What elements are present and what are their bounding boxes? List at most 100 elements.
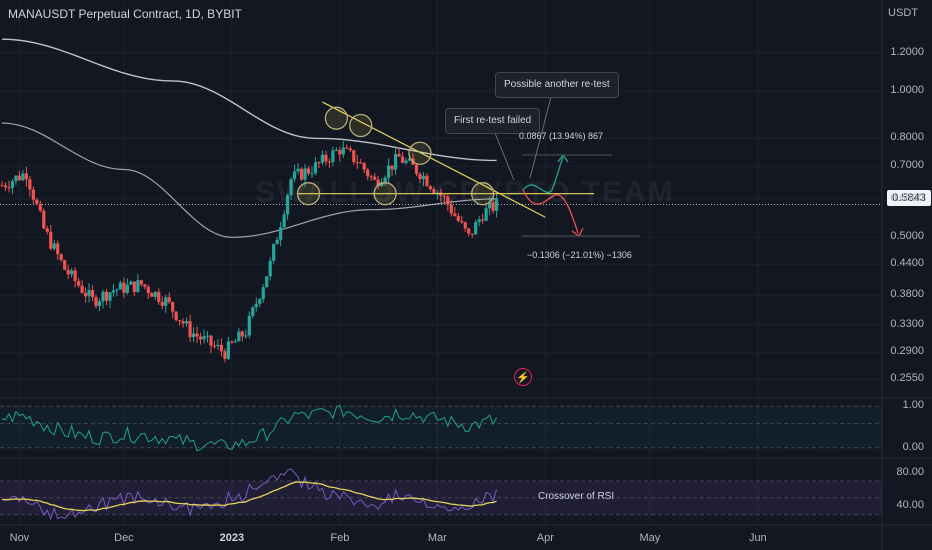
candle-body — [327, 161, 332, 163]
time-tick-label: Jun — [748, 532, 767, 544]
candle-body — [83, 292, 88, 297]
candle-body — [453, 213, 457, 216]
rsi-tick-label: 40.00 — [896, 499, 924, 512]
candle-body — [14, 175, 18, 182]
projection-down-path — [522, 189, 579, 234]
candle-body — [373, 176, 377, 180]
candle-body — [90, 290, 95, 298]
candle-body — [164, 297, 168, 306]
time-tick-label: Dec — [114, 532, 134, 544]
touch-circle — [296, 182, 321, 206]
candle-body — [21, 173, 25, 181]
price-tick-label: 0.5000 — [890, 230, 924, 243]
candle-body — [383, 177, 387, 183]
candle-body — [38, 203, 42, 211]
candle-body — [233, 341, 237, 343]
candle-body — [97, 301, 102, 307]
candle-body — [303, 168, 307, 180]
candle-body — [387, 165, 391, 178]
candle-body — [334, 149, 338, 151]
candle-body — [42, 210, 46, 229]
chart-title[interactable]: MANAUSDT Perpetual Contract, 1D, BYBIT — [8, 7, 242, 21]
candle-body — [49, 231, 53, 249]
candle-body — [17, 175, 22, 181]
candle-body — [376, 179, 380, 187]
candle-body — [202, 336, 206, 340]
candle-body — [275, 239, 279, 245]
price-tick-label: 0.7000 — [890, 159, 924, 172]
price-unit: USDT — [888, 7, 918, 19]
candle-body — [306, 168, 311, 174]
price-tick-label: 0.3800 — [890, 288, 924, 301]
candle-body — [481, 219, 485, 221]
price-tick-label: 1.2000 — [890, 45, 924, 58]
candle-body — [282, 214, 286, 228]
candle-body — [59, 254, 63, 261]
candle-body — [494, 198, 499, 211]
callout-pointer — [529, 96, 552, 179]
candle-body — [212, 345, 217, 347]
candle-body — [195, 333, 199, 337]
candle-body — [425, 175, 429, 187]
price-tick-label: 0.6000 — [890, 191, 924, 204]
watermark: SWALLOW CRYPTO TEAM — [255, 176, 675, 209]
candle-body — [390, 165, 394, 170]
candle-body — [185, 321, 189, 324]
candle-body — [254, 303, 258, 308]
candle-body — [407, 158, 412, 161]
candle-body — [122, 282, 126, 293]
touch-circle — [324, 106, 349, 130]
candle-body — [70, 270, 74, 275]
price-tick-label: 0.3300 — [890, 317, 924, 330]
candle-body — [216, 344, 220, 346]
oscillator-band — [0, 406, 882, 448]
candle-body — [191, 333, 196, 338]
price-tick-label: 0.8000 — [890, 131, 924, 144]
time-tick-label: Apr — [536, 532, 554, 544]
callout-another-retest[interactable]: Possible another re-test — [495, 72, 619, 98]
candle-body — [348, 148, 352, 151]
candle-body — [101, 291, 105, 302]
touch-circle — [373, 182, 397, 206]
price-tick-label: 1.0000 — [890, 84, 924, 97]
candle-body — [139, 280, 143, 285]
candle-body — [456, 215, 460, 221]
price-tick-label: 0.2900 — [890, 345, 924, 358]
candle-body — [467, 228, 471, 234]
candle-body — [449, 204, 453, 214]
candle-body — [28, 179, 32, 190]
moving-average-line — [1, 38, 497, 162]
rsi-crossover-label: Crossover of RSI — [538, 491, 615, 502]
touch-circle — [349, 113, 373, 138]
candle-body — [0, 185, 4, 187]
candle-body — [244, 335, 248, 337]
price-tick-label: 0.2550 — [890, 372, 924, 385]
candle-body — [362, 163, 366, 170]
candle-body — [24, 173, 28, 180]
callout-first-retest[interactable]: First re-test failed — [445, 108, 541, 134]
candle-body — [261, 287, 265, 300]
candle-body — [397, 153, 401, 157]
candle-body — [418, 173, 422, 180]
candle-body — [77, 281, 81, 286]
candle-body — [80, 285, 84, 293]
candle-body — [153, 291, 157, 297]
candle-body — [205, 335, 210, 337]
price-tick-label: 0.4400 — [890, 257, 924, 270]
candle-body — [446, 196, 450, 205]
candle-body — [66, 269, 70, 275]
candle-body — [484, 208, 488, 221]
candle-body — [178, 320, 182, 322]
candle-body — [125, 284, 129, 293]
candle-body — [188, 321, 192, 338]
oscillator-tick-label: 1.00 — [902, 399, 924, 412]
candle-body — [45, 228, 49, 232]
candle-body — [421, 175, 426, 180]
last-price-label: 0.5843 — [887, 190, 931, 206]
candle-body — [132, 281, 136, 292]
candle-body — [320, 154, 325, 163]
alert-bolt-icon[interactable]: ⚡ — [514, 368, 532, 386]
candle-body — [393, 153, 398, 170]
